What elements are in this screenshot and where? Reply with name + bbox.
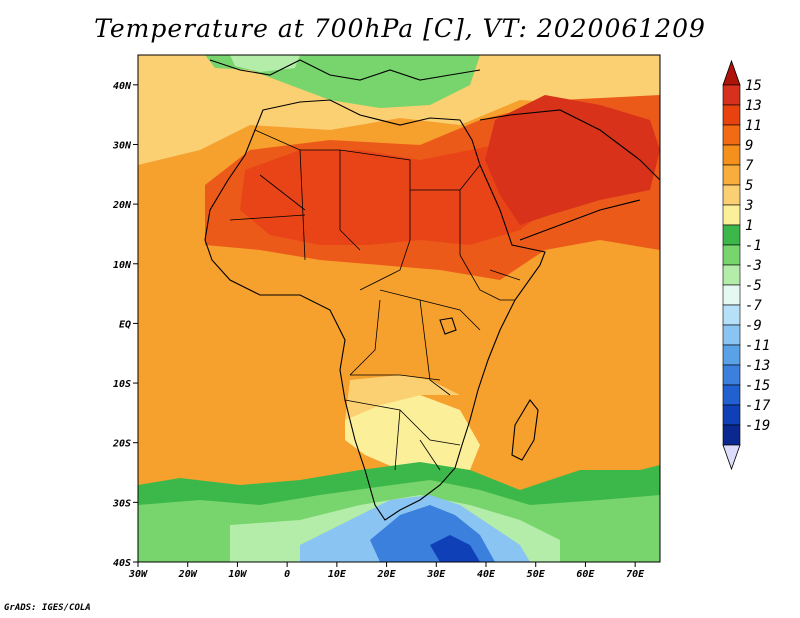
colorbar-label: 13	[745, 98, 762, 114]
y-tick-label: 30N	[112, 140, 132, 151]
colorbar-label: -3	[745, 258, 762, 274]
colorbar-label: -1	[745, 238, 762, 254]
colorbar-label: 5	[745, 178, 753, 194]
colorbar-swatch	[722, 124, 741, 146]
y-tick-label: 20N	[112, 200, 132, 211]
field-north-cool	[138, 55, 660, 165]
x-tick-label: 20W	[178, 569, 198, 580]
colorbar-swatch	[722, 304, 741, 326]
colorbar-label: 7	[745, 158, 754, 174]
y-tick-label: 10S	[113, 379, 131, 390]
colorbar-label: 11	[745, 118, 762, 134]
colorbar-swatch	[722, 84, 741, 106]
y-tick-label: 40S	[113, 558, 131, 569]
field-south-africa-warm	[345, 375, 460, 420]
y-tick-label: EQ	[119, 319, 131, 330]
madagascar-coastline	[511, 399, 539, 461]
colorbar-top-arrow	[722, 59, 741, 86]
colorbar-label: -7	[745, 298, 762, 314]
y-tick-label: 20S	[112, 439, 131, 450]
colorbar-swatch	[722, 164, 741, 186]
x-tick-label: 60E	[576, 569, 595, 580]
temperature-field	[138, 55, 660, 562]
x-tick-label: 50E	[527, 569, 546, 580]
africa-coastline	[204, 99, 546, 521]
x-tick-label: 10E	[328, 569, 347, 580]
grads-credit: GrADS: IGES/COLA	[4, 603, 91, 613]
x-tick-label: 30E	[426, 569, 446, 580]
field-south-africa-cool	[345, 395, 480, 480]
colorbar-swatch	[722, 404, 741, 426]
lake-victoria	[439, 317, 457, 335]
colorbar-swatch	[722, 324, 741, 346]
colorbar-swatch	[722, 284, 741, 306]
field-south-coldest	[430, 535, 480, 562]
x-tick-label: 40E	[477, 569, 496, 580]
y-tick-label: 10N	[113, 260, 132, 271]
colorbar-swatch	[722, 104, 741, 126]
colorbar-label: -19	[745, 418, 770, 434]
colorbar-label: 1	[745, 218, 753, 234]
colorbar-swatch	[722, 244, 741, 266]
colorbar-label: 3	[744, 198, 753, 214]
x-tick-label: 70E	[626, 569, 645, 580]
europe-coastline	[209, 59, 481, 81]
colorbar-bottom-arrow	[722, 444, 741, 471]
border-lines	[229, 129, 521, 471]
colorbar-label: -17	[745, 398, 771, 414]
field-arabia-hot	[485, 95, 660, 225]
x-axis-ticks: 30W 20W 10W 0 10E 20E 30E 40E 50E 60E 70E	[128, 562, 645, 580]
country-borders	[229, 129, 521, 471]
field-med-light	[230, 55, 300, 72]
x-tick-label: 30W	[128, 569, 148, 580]
colorbar-swatch	[722, 344, 741, 366]
colorbar: 15 13 11 9 7 5 3 1 -1 -3 -5 -7 -9 -11 -13 -15 -17 -19	[722, 59, 771, 471]
colorbar-swatch	[722, 364, 741, 386]
colorbar-swatch	[722, 184, 741, 206]
y-tick-label: 40N	[113, 81, 132, 92]
arabia-coastline	[479, 109, 660, 241]
coastlines	[204, 59, 660, 521]
colorbar-label: 9	[745, 138, 753, 154]
x-tick-label: 20E	[377, 569, 397, 580]
plot-frame	[137, 54, 661, 563]
colorbar-swatch	[722, 144, 741, 166]
map-title: Temperature at 700hPa [C], VT: 202006120…	[94, 14, 706, 43]
colorbar-label: 15	[745, 78, 762, 94]
colorbar-label: -13	[745, 358, 770, 374]
colorbar-label: -5	[745, 278, 762, 294]
colorbar-label: -11	[745, 338, 770, 354]
colorbar-swatch	[722, 424, 741, 446]
colorbar-label: -15	[745, 378, 770, 394]
colorbar-swatch	[722, 224, 741, 246]
colorbar-swatch	[722, 264, 741, 286]
y-axis-ticks: 40N 30N 20N 10N EQ 10S 20S 30S 40S	[112, 81, 138, 569]
colorbar-label: -9	[745, 318, 762, 334]
colorbar-swatch	[722, 384, 741, 406]
x-tick-label: 0	[284, 569, 290, 580]
colorbar-swatch	[722, 204, 741, 226]
x-tick-label: 10W	[228, 569, 247, 580]
y-tick-label: 30S	[112, 498, 131, 509]
